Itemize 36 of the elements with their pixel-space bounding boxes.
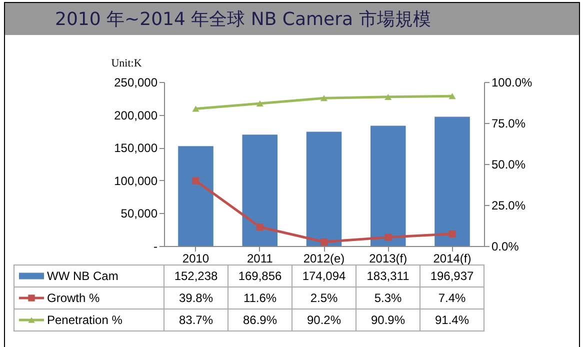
data-label: 5.3%: [374, 291, 402, 305]
data-label: 152,238: [174, 269, 218, 283]
y-tick-label: 250,000: [114, 76, 158, 90]
y2-tick-label: 25.0%: [492, 198, 526, 212]
y-axis-title: Unit:K: [111, 58, 142, 70]
y-tick-label: 50,000: [120, 206, 158, 221]
data-label: 11.6%: [243, 291, 277, 305]
data-label: 183,311: [366, 269, 410, 283]
data-label: 86.9%: [242, 313, 278, 327]
x-tick-label: 2012(e): [303, 252, 345, 266]
y-tick-label: 150,000: [114, 141, 158, 156]
legend-label: WW NB Cam: [47, 269, 118, 283]
x-tick-label: 2010: [182, 252, 210, 266]
y2-tick-label: 100.0%: [492, 76, 533, 90]
data-label: 91.4%: [434, 313, 470, 327]
y2-tick-label: 0.0%: [492, 240, 520, 254]
data-label: 196,937: [430, 269, 474, 283]
y2-tick-label: 50.0%: [492, 158, 526, 172]
y-tick-label: 100,000: [114, 174, 158, 188]
y2-tick-label: 75.0%: [492, 116, 526, 130]
y-tick-label: 200,000: [114, 108, 158, 122]
data-label: 174,094: [302, 269, 346, 283]
chart-title: 2010 年~2014 年全球 NB Camera 市場規模: [5, 3, 579, 35]
x-tick-label: 2013(f): [369, 252, 408, 266]
data-label: 39.8%: [178, 291, 214, 305]
data-label: 83.7%: [178, 313, 214, 327]
y-tick-label: -: [154, 240, 158, 254]
x-tick-label: 2011: [246, 252, 274, 266]
data-label: 169,856: [238, 269, 282, 283]
data-label: 90.9%: [370, 313, 406, 327]
data-label: 7.4%: [438, 291, 466, 305]
data-label: 90.2%: [306, 313, 342, 327]
legend-label: Penetration %: [47, 313, 123, 327]
x-tick-label: 2014(f): [433, 252, 472, 266]
legend-label: Growth %: [47, 291, 100, 305]
data-label: 2.5%: [310, 291, 338, 305]
